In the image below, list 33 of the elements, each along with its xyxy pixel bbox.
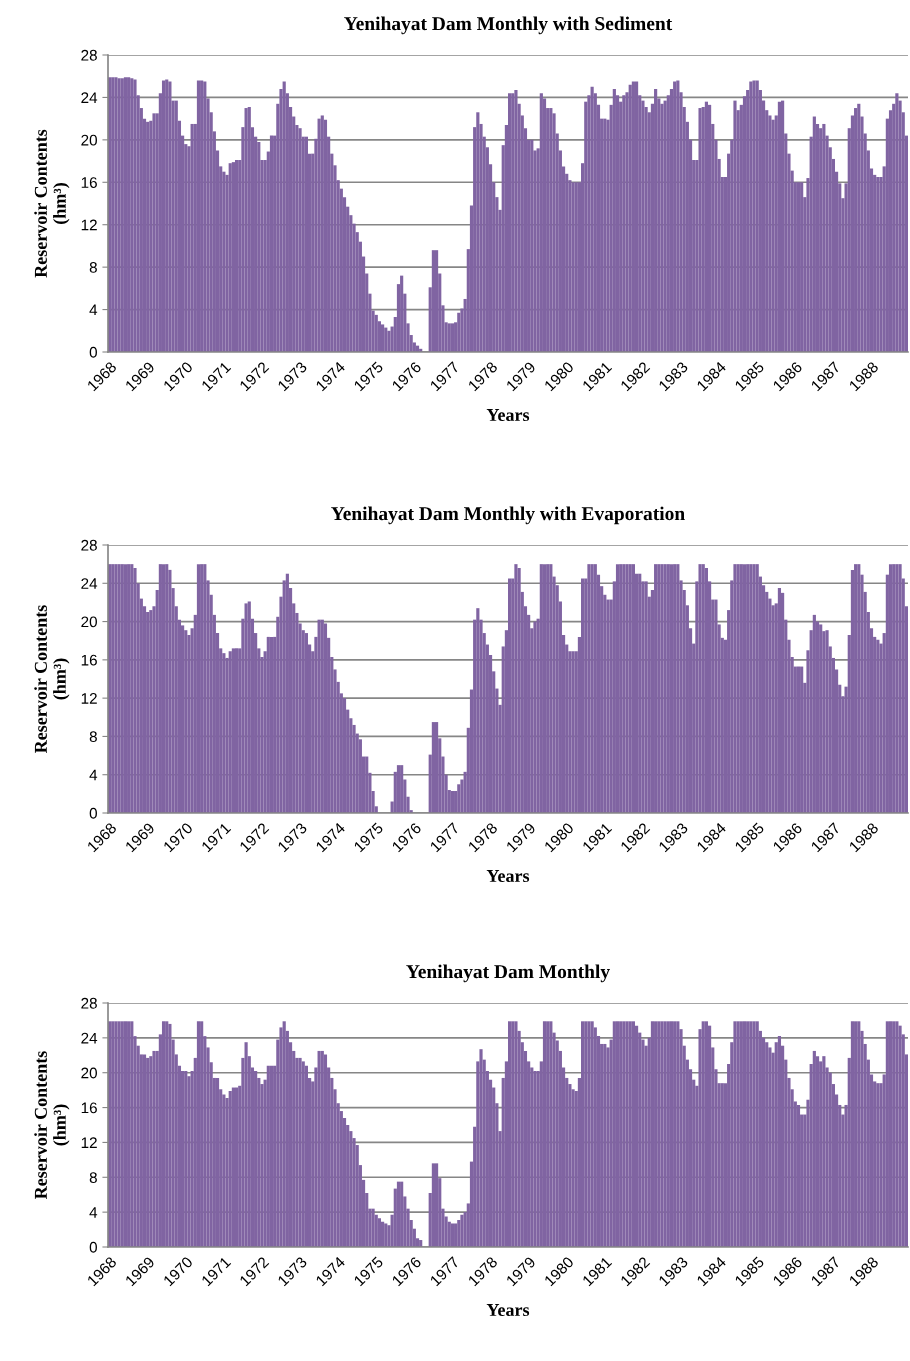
y-tick-label: 4 <box>89 1207 98 1218</box>
y-tick-label: 28 <box>81 997 97 1009</box>
y-axis-title: Reservoir Contents (hm³) <box>34 1051 70 1199</box>
y-axis-title: Reservoir Contents (hm³) <box>34 605 70 753</box>
y-tick-label: 24 <box>81 1032 98 1044</box>
y-tick-label: 8 <box>89 1172 97 1183</box>
y-tick-label: 28 <box>81 49 97 61</box>
y-tick-label: 16 <box>81 654 97 666</box>
y-tick-label: 16 <box>81 177 97 188</box>
chart-title: Yenihayat Dam Monthly with Sediment <box>344 16 673 35</box>
y-tick-label: 20 <box>81 616 97 628</box>
y-tick-label: 12 <box>81 693 97 704</box>
y-tick-label: 12 <box>81 1137 97 1148</box>
y-tick-label: 0 <box>89 1241 97 1253</box>
y-tick-label: 20 <box>81 134 97 146</box>
y-tick-label: 8 <box>89 731 97 743</box>
y-tick-label: 4 <box>89 304 98 316</box>
y-tick-label: 20 <box>81 1067 97 1079</box>
x-axis-title: Years <box>486 409 530 422</box>
y-tick-label: 12 <box>81 219 97 231</box>
y-tick-label: 0 <box>89 346 97 358</box>
y-tick-label: 16 <box>81 1102 97 1114</box>
chart-title: Yenihayat Dam Monthly with Evaporation <box>331 506 685 525</box>
x-axis-title: Years <box>486 870 530 883</box>
y-tick-label: 4 <box>89 769 98 781</box>
y-tick-label: 8 <box>89 262 97 273</box>
y-tick-label: 28 <box>81 539 97 551</box>
chart-title: Yenihayat Dam Monthly <box>406 964 610 983</box>
y-tick-label: 24 <box>81 578 98 589</box>
y-tick-label: 0 <box>89 807 97 819</box>
y-axis-title: Reservoir Contents (hm³) <box>34 129 70 278</box>
x-axis-title: Years <box>486 1304 530 1317</box>
y-tick-label: 24 <box>81 92 98 103</box>
